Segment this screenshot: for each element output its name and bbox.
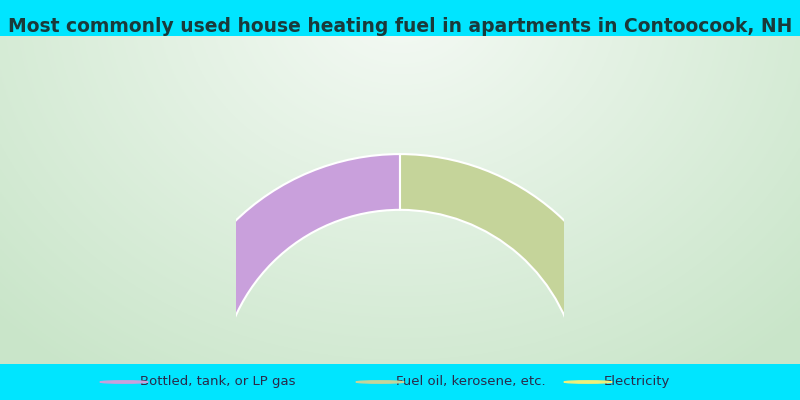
Wedge shape [164, 154, 400, 390]
Wedge shape [400, 154, 634, 368]
Circle shape [564, 381, 612, 383]
Text: Most commonly used house heating fuel in apartments in Contoocook, NH: Most commonly used house heating fuel in… [8, 17, 792, 36]
Circle shape [100, 381, 148, 383]
Text: Bottled, tank, or LP gas: Bottled, tank, or LP gas [140, 376, 295, 388]
Wedge shape [579, 361, 636, 390]
Text: Fuel oil, kerosene, etc.: Fuel oil, kerosene, etc. [396, 376, 546, 388]
Circle shape [356, 381, 404, 383]
Text: Electricity: Electricity [604, 376, 670, 388]
